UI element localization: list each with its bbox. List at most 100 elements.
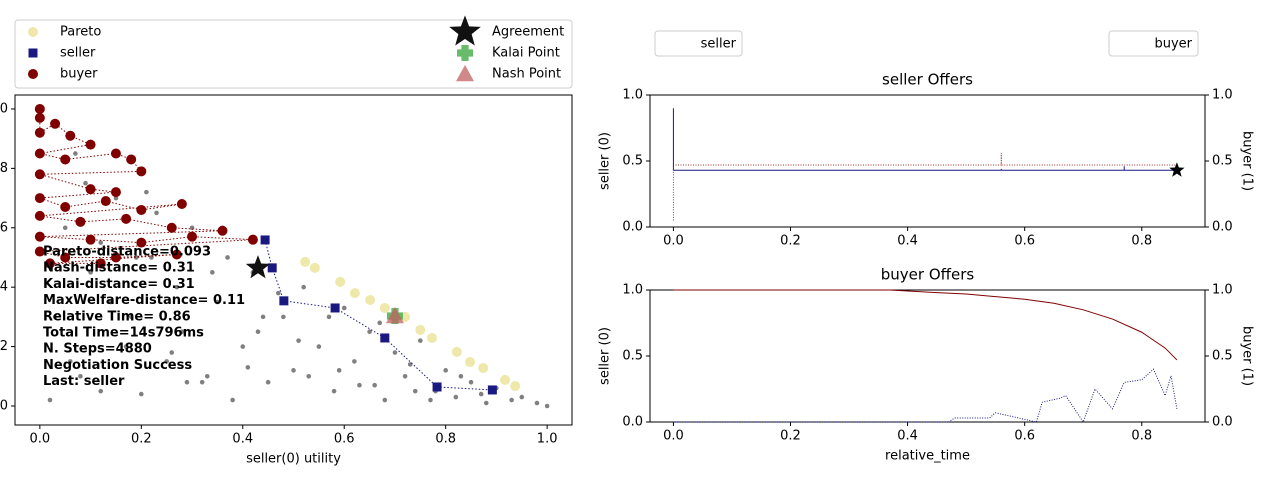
y2-tick-label: 0.0 xyxy=(1212,415,1233,430)
point xyxy=(136,204,147,215)
y2-tick-label: 0.5 xyxy=(1212,154,1233,169)
outcome-point xyxy=(62,225,68,231)
point xyxy=(136,166,147,177)
annotation: Pareto-distance=0.093 xyxy=(43,245,211,260)
x-axis-label: relative_time xyxy=(885,449,970,464)
point xyxy=(34,246,45,257)
x-tick-label: 0.4 xyxy=(897,429,918,444)
star-marker xyxy=(1169,162,1185,177)
x-tick-label: 0.0 xyxy=(663,234,684,249)
annotation: Relative Time= 0.86 xyxy=(43,309,191,324)
point xyxy=(121,213,132,224)
point xyxy=(500,374,511,385)
outcome-point xyxy=(184,379,190,385)
outcome-point xyxy=(98,240,104,245)
y-tick-label: 1.0 xyxy=(622,88,643,103)
point xyxy=(110,252,121,263)
annotation: Last: seller xyxy=(43,374,125,389)
outcome-point xyxy=(468,379,474,385)
point xyxy=(300,256,311,267)
legend-label: seller xyxy=(60,46,96,61)
outcome-point xyxy=(367,329,372,335)
point xyxy=(100,196,111,207)
legend-label: buyer xyxy=(60,67,98,82)
point xyxy=(60,252,71,263)
offer-line xyxy=(264,239,493,391)
legend-marker xyxy=(457,45,473,62)
point xyxy=(34,103,45,114)
outcome-point xyxy=(483,400,489,406)
y-tick-label: 0.2 xyxy=(0,339,8,354)
star-marker xyxy=(245,255,271,279)
outcome-point xyxy=(245,365,251,370)
outcome-point xyxy=(296,338,301,343)
point xyxy=(110,187,121,198)
legend-label: Agreement xyxy=(492,25,564,40)
outcome-point xyxy=(544,403,550,409)
x-tick-label: 0.8 xyxy=(435,432,456,447)
outcome-point xyxy=(260,314,266,320)
point xyxy=(75,216,86,227)
outcome-point xyxy=(301,284,306,290)
legend-label: Kalai Point xyxy=(492,46,560,61)
series-line xyxy=(673,368,1178,424)
y2-tick-label: 0.5 xyxy=(1212,349,1233,364)
outcome-point xyxy=(534,400,540,406)
outcome-point xyxy=(210,270,215,275)
point xyxy=(171,249,182,260)
y-tick-label: 0.4 xyxy=(0,280,8,295)
outcome-point xyxy=(67,359,73,364)
point xyxy=(85,184,96,195)
outcome-point xyxy=(519,394,525,400)
outcome-point xyxy=(265,379,271,385)
point xyxy=(166,222,177,233)
y-tick-label: 0.8 xyxy=(0,161,8,176)
chart-title: seller Offers xyxy=(882,71,973,89)
outcome-point xyxy=(83,180,88,186)
outcome-point xyxy=(215,299,220,305)
x-tick-label: 0.6 xyxy=(334,432,355,447)
outcome-point xyxy=(73,151,78,156)
outcome-point xyxy=(204,373,210,379)
point xyxy=(65,130,76,141)
y2-tick-label: 1.0 xyxy=(1212,88,1233,103)
annotation: Total Time=14s796ms xyxy=(43,326,204,341)
point xyxy=(110,148,121,159)
outcome-point xyxy=(352,359,357,364)
annotation: N. Steps=4880 xyxy=(43,342,152,357)
point xyxy=(335,276,346,287)
outcome-point xyxy=(199,379,205,385)
annotation: MaxWelfare-distance= 0.11 xyxy=(43,293,245,308)
annotation: Kalai-distance= 0.31 xyxy=(43,277,195,292)
point xyxy=(95,258,106,269)
outcome-point xyxy=(128,314,134,320)
y-axis-label: seller (0) xyxy=(598,327,613,385)
y-axis-label: seller (0) xyxy=(598,132,613,190)
y2-tick-label: 0.0 xyxy=(1212,220,1233,235)
point xyxy=(379,302,390,313)
x-tick-label: 0.2 xyxy=(780,234,801,249)
outcome-point xyxy=(357,382,362,388)
legend-marker xyxy=(449,15,481,46)
outcome-point xyxy=(179,329,185,335)
outcome-point xyxy=(240,344,246,349)
y-tick-label: 0.0 xyxy=(0,398,8,413)
point xyxy=(60,201,71,212)
outcome-point xyxy=(52,314,58,320)
x-tick-label: 0.0 xyxy=(30,432,51,447)
point xyxy=(60,154,71,165)
outcome-point xyxy=(139,391,144,397)
outcome-point xyxy=(331,388,337,394)
x-tick-label: 0.8 xyxy=(1131,234,1152,249)
outcome-point xyxy=(255,329,261,335)
point xyxy=(260,235,270,245)
offer-line xyxy=(39,108,253,264)
legend-marker xyxy=(28,69,38,79)
point xyxy=(85,139,96,150)
point xyxy=(187,231,198,242)
y2-tick-label: 1.0 xyxy=(1212,283,1233,298)
point xyxy=(309,262,320,273)
axes-frame xyxy=(649,289,1206,423)
point xyxy=(136,237,147,248)
